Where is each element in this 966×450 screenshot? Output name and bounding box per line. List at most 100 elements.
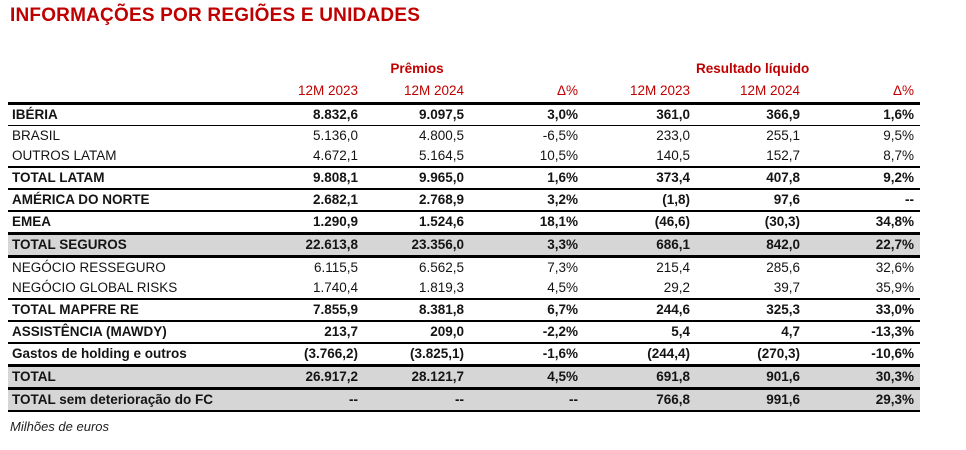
table-row: AMÉRICA DO NORTE 2.682,1 2.768,9 3,2% (1,8) 9… [8, 189, 920, 212]
cell-value: 30,3% [806, 365, 920, 390]
group-header-premios: Prêmios [390, 61, 444, 76]
spacer-cell [8, 79, 240, 105]
cell-value: 5.164,5 [364, 146, 470, 168]
footnote: Milhões de euros [10, 419, 109, 434]
column-header-resultado-delta: Δ% [806, 79, 920, 105]
cell-value: 10,5% [470, 146, 584, 168]
row-label: ASSISTÊNCIA (MAWDY) [8, 321, 240, 344]
cell-value: 39,7 [696, 278, 806, 300]
cell-value: 28.121,7 [364, 365, 470, 390]
cell-value: 5.136,0 [312, 128, 358, 143]
table-row: TOTAL MAPFRE RE 7.855,9 8.381,8 6,7% 244,6 32… [8, 299, 920, 322]
cell-value: 407,8 [696, 167, 806, 190]
cell-value: 9,2% [806, 167, 920, 190]
table-header: Prêmios Resultado líquido 12M 2023 12M 2… [8, 58, 920, 105]
cell-value: 901,6 [696, 365, 806, 390]
column-header-resultado-2024: 12M 2024 [696, 79, 806, 105]
row-label: NEGÓCIO RESSEGURO [12, 260, 166, 275]
cell-value: 209,0 [364, 321, 470, 344]
cell-value: 255,1 [766, 128, 800, 143]
table-row: NEGÓCIO GLOBAL RISKS 1.740,4 1.819,3 4,5% 29… [8, 278, 920, 300]
cell-value: (46,6) [584, 211, 696, 235]
table-body: IBÉRIA 8.832,6 9.097,5 3,0% 361,0 366,9 1,6% BR… [8, 103, 920, 412]
spacer-cell [584, 58, 696, 79]
column-header-premios-2023: 12M 2023 [240, 79, 364, 105]
column-header-resultado-2023: 12M 2023 [584, 79, 696, 105]
spacer-cell [806, 58, 920, 79]
cell-value: 23.356,0 [364, 233, 470, 258]
cell-value: 140,5 [584, 146, 696, 168]
cell-value: 9.808,1 [240, 167, 364, 190]
table-row: BRASIL 5.136,0 4.800,5 -6,5% 233,0 255,1 9,5% [8, 126, 920, 147]
cell-value: 686,1 [584, 233, 696, 258]
cell-value: (3.825,1) [364, 343, 470, 367]
group-header-row: Prêmios Resultado líquido [8, 58, 920, 79]
table-row: EMEA 1.290,9 1.524,6 18,1% (46,6) (30,3) 34,8% [8, 211, 920, 235]
cell-value: 4,5% [470, 278, 584, 300]
cell-value: 325,3 [696, 299, 806, 322]
cell-value: -- [806, 189, 920, 212]
cell-value: 7,3% [547, 260, 578, 275]
cell-value: 215,4 [656, 260, 690, 275]
row-label: AMÉRICA DO NORTE [8, 189, 240, 212]
cell-value: 766,8 [584, 388, 696, 412]
cell-value: 233,0 [656, 128, 690, 143]
cell-value: 33,0% [806, 299, 920, 322]
cell-value: 366,9 [696, 103, 806, 126]
table-row: TOTAL LATAM 9.808,1 9.965,0 1,6% 373,4 407,8 9… [8, 167, 920, 190]
cell-value: 1.524,6 [364, 211, 470, 235]
cell-value: 1.740,4 [240, 278, 364, 300]
cell-value: 22.613,8 [240, 233, 364, 258]
cell-value: 361,0 [584, 103, 696, 126]
group-header-resultado: Resultado líquido [696, 61, 810, 76]
column-header-row: 12M 2023 12M 2024 Δ% 12M 2023 12M 2024 Δ… [8, 79, 920, 105]
cell-value: -- [364, 388, 470, 412]
cell-value: 32,6% [875, 260, 914, 275]
cell-value: 4,7 [696, 321, 806, 344]
spacer-cell [470, 58, 584, 79]
cell-value: 244,6 [584, 299, 696, 322]
table-row: OUTROS LATAM 4.672,1 5.164,5 10,5% 140,5 152,… [8, 146, 920, 168]
cell-value: 35,9% [806, 278, 920, 300]
cell-value: (30,3) [696, 211, 806, 235]
cell-value: 1,6% [806, 103, 920, 126]
cell-value: -2,2% [470, 321, 584, 344]
row-label: Gastos de holding e outros [8, 343, 240, 367]
row-label: TOTAL sem deterioração do FC [8, 388, 240, 412]
regions-units-table: Prêmios Resultado líquido 12M 2023 12M 2… [8, 58, 920, 412]
column-header-premios-2024: 12M 2024 [364, 79, 470, 105]
column-header-premios-delta: Δ% [470, 79, 584, 105]
row-label: TOTAL SEGUROS [8, 233, 240, 258]
cell-value: (3.766,2) [240, 343, 364, 367]
cell-value: 9,5% [883, 128, 914, 143]
row-label: BRASIL [12, 128, 61, 143]
cell-value: 2.768,9 [364, 189, 470, 212]
cell-value: 8.832,6 [240, 103, 364, 126]
table-row: TOTAL sem deterioração do FC -- -- -- 766,8 9… [8, 388, 920, 412]
spacer-cell [8, 58, 240, 79]
cell-value: 285,6 [766, 260, 800, 275]
cell-value: 8,7% [806, 146, 920, 168]
table-row: Gastos de holding e outros (3.766,2) (3.82… [8, 343, 920, 367]
cell-value: (244,4) [584, 343, 696, 367]
cell-value: -- [240, 388, 364, 412]
row-label: TOTAL LATAM [8, 167, 240, 190]
cell-value: 991,6 [696, 388, 806, 412]
cell-value: 9.097,5 [364, 103, 470, 126]
page-title: INFORMAÇÕES POR REGIÕES E UNIDADES [10, 5, 421, 26]
cell-value: -- [470, 388, 584, 412]
cell-value: 4.672,1 [240, 146, 364, 168]
table-row: ASSISTÊNCIA (MAWDY) 213,7 209,0 -2,2% 5,4 4,7… [8, 321, 920, 344]
table-row: TOTAL 26.917,2 28.121,7 4,5% 691,8 901,6 30,3% [8, 365, 920, 390]
cell-value: -6,5% [542, 128, 578, 143]
cell-value: 1.290,9 [240, 211, 364, 235]
cell-value: -1,6% [470, 343, 584, 367]
row-label: TOTAL [8, 365, 240, 390]
cell-value: -13,3% [806, 321, 920, 344]
cell-value: 4,5% [470, 365, 584, 390]
cell-value: 97,6 [696, 189, 806, 212]
cell-value: 9.965,0 [364, 167, 470, 190]
cell-value: 6.562,5 [418, 260, 464, 275]
spacer-cell [240, 58, 364, 79]
table-row: TOTAL SEGUROS 22.613,8 23.356,0 3,3% 686,1 84… [8, 233, 920, 258]
